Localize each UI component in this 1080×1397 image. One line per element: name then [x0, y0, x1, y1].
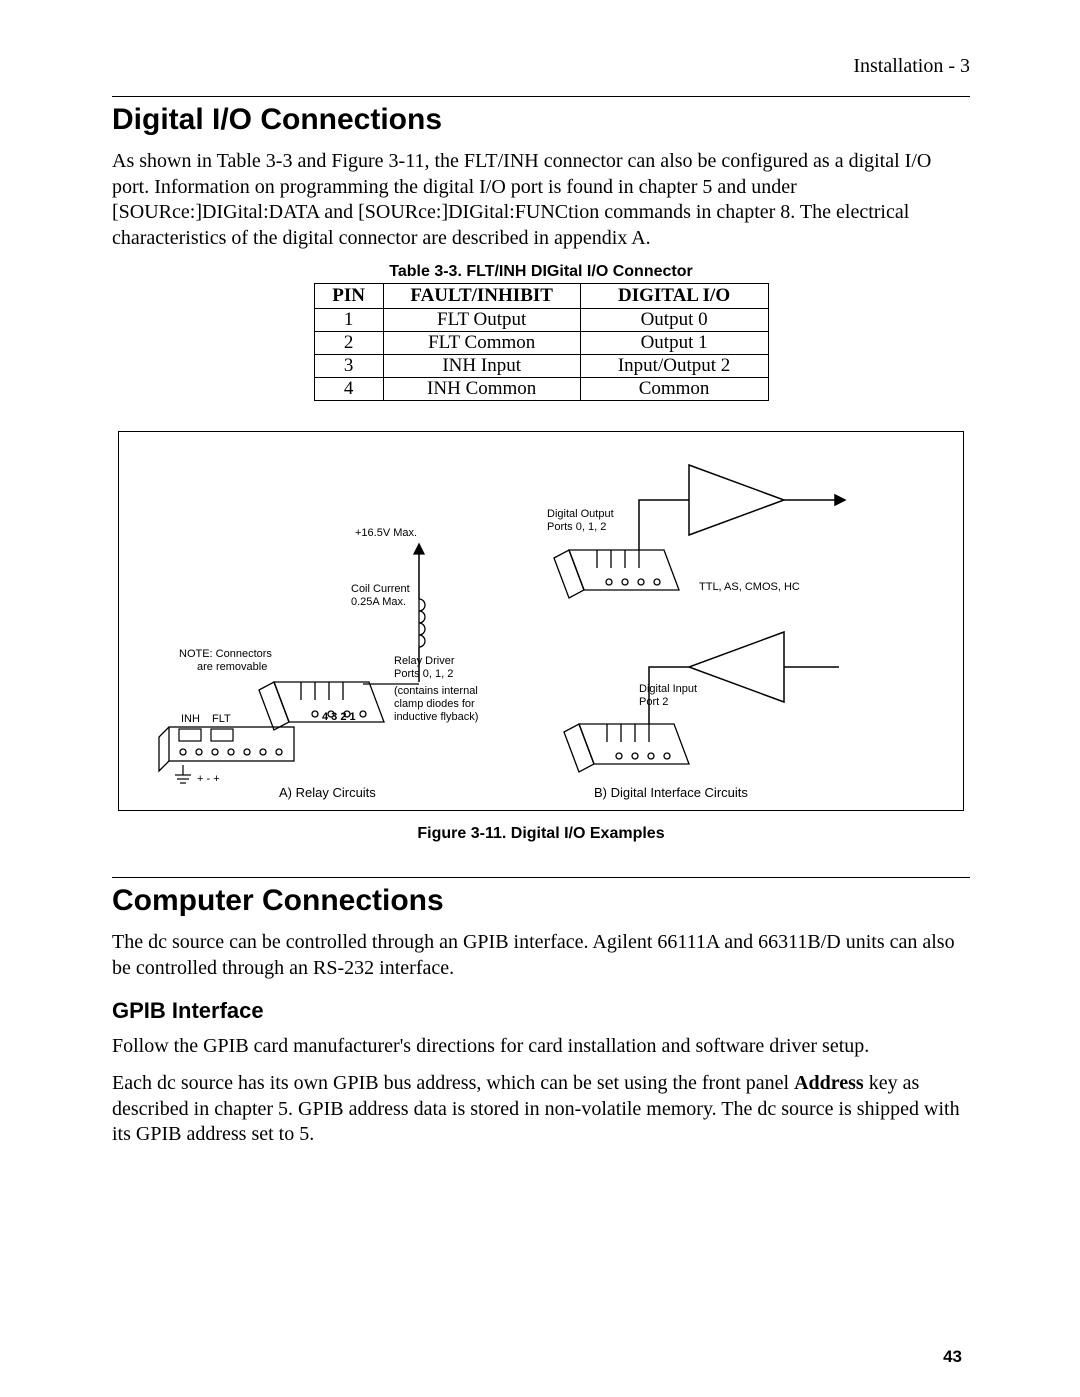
cell: INH Common [383, 378, 580, 401]
table-caption: Table 3-3. FLT/INH DIGital I/O Connector [112, 263, 970, 281]
table-header-row: PIN FAULT/INHIBIT DIGITAL I/O [314, 284, 768, 309]
cell: Output 1 [580, 332, 768, 355]
cell: FLT Common [383, 332, 580, 355]
pin-table: PIN FAULT/INHIBIT DIGITAL I/O 1 FLT Outp… [314, 283, 769, 401]
para-gpib-2: Each dc source has its own GPIB bus addr… [112, 1071, 970, 1148]
cell: INH Input [383, 355, 580, 378]
label-flt: FLT [212, 713, 231, 725]
cell: 4 [314, 378, 383, 401]
label-relay2: Ports 0, 1, 2 [394, 668, 453, 680]
heading-digital-io: Digital I/O Connections [112, 103, 970, 137]
label-ttl: TTL, AS, CMOS, HC [699, 581, 800, 593]
label-relay5: inductive flyback) [394, 711, 478, 723]
label-note1: NOTE: Connectors [179, 648, 272, 660]
cell: FLT Output [383, 309, 580, 332]
label-relay1: Relay Driver [394, 655, 455, 667]
label-relay3: (contains internal [394, 685, 478, 697]
label-pins: 4 3 2 1 [322, 711, 356, 723]
figure-diagram: + - + INH FLT NOTE: Connectors are remov… [118, 431, 964, 811]
cell: 3 [314, 355, 383, 378]
page-number: 43 [943, 1347, 962, 1367]
label-16v: +16.5V Max. [355, 527, 417, 539]
rule [112, 877, 970, 878]
label-inh: INH [181, 713, 200, 725]
label-dout1: Digital Output [547, 508, 614, 520]
left-caption: A) Relay Circuits [279, 785, 376, 800]
label-din2: Port 2 [639, 696, 668, 708]
figure-caption: Figure 3-11. Digital I/O Examples [112, 825, 970, 843]
heading-computer-conn: Computer Connections [112, 884, 970, 918]
table-row: 2 FLT Common Output 1 [314, 332, 768, 355]
cell: Common [580, 378, 768, 401]
label-note2: are removable [197, 661, 267, 673]
label-plusminus: + - + [197, 773, 220, 785]
text: Each dc source has its own GPIB bus addr… [112, 1072, 794, 1094]
col-header-pin: PIN [314, 284, 383, 309]
para-computer-conn: The dc source can be controlled through … [112, 930, 970, 981]
table-row: 4 INH Common Common [314, 378, 768, 401]
right-caption: B) Digital Interface Circuits [594, 785, 748, 800]
cell: Output 0 [580, 309, 768, 332]
heading-gpib: GPIB Interface [112, 998, 970, 1024]
para-gpib-1: Follow the GPIB card manufacturer's dire… [112, 1034, 970, 1060]
table-row: 3 INH Input Input/Output 2 [314, 355, 768, 378]
label-coil2: 0.25A Max. [351, 596, 406, 608]
para-digital-io: As shown in Table 3-3 and Figure 3-11, t… [112, 149, 970, 251]
label-dout2: Ports 0, 1, 2 [547, 521, 606, 533]
page-header: Installation - 3 [112, 55, 970, 78]
col-header-fault: FAULT/INHIBIT [383, 284, 580, 309]
text-bold: Address [794, 1072, 864, 1094]
label-coil1: Coil Current [351, 583, 410, 595]
cell: 2 [314, 332, 383, 355]
col-header-digital: DIGITAL I/O [580, 284, 768, 309]
label-din1: Digital Input [639, 683, 697, 695]
table-row: 1 FLT Output Output 0 [314, 309, 768, 332]
cell: 1 [314, 309, 383, 332]
rule [112, 96, 970, 97]
label-relay4: clamp diodes for [394, 698, 475, 710]
cell: Input/Output 2 [580, 355, 768, 378]
